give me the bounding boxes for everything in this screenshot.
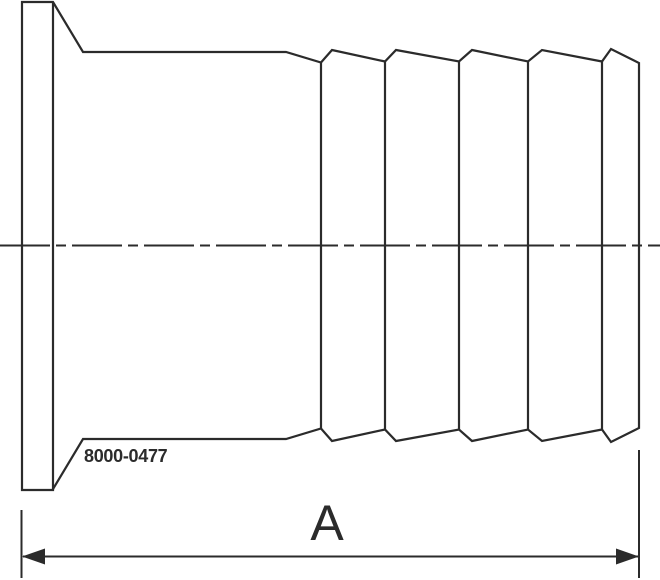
dimension-letter-label: A (310, 495, 344, 551)
part-number-label: 8000-0477 (84, 446, 168, 466)
fitting-outline (20, 0, 641, 492)
dimension-group (20, 450, 640, 578)
dimension-arrowhead-right-icon (616, 548, 639, 565)
dimension-arrowhead-left-icon (22, 548, 45, 565)
